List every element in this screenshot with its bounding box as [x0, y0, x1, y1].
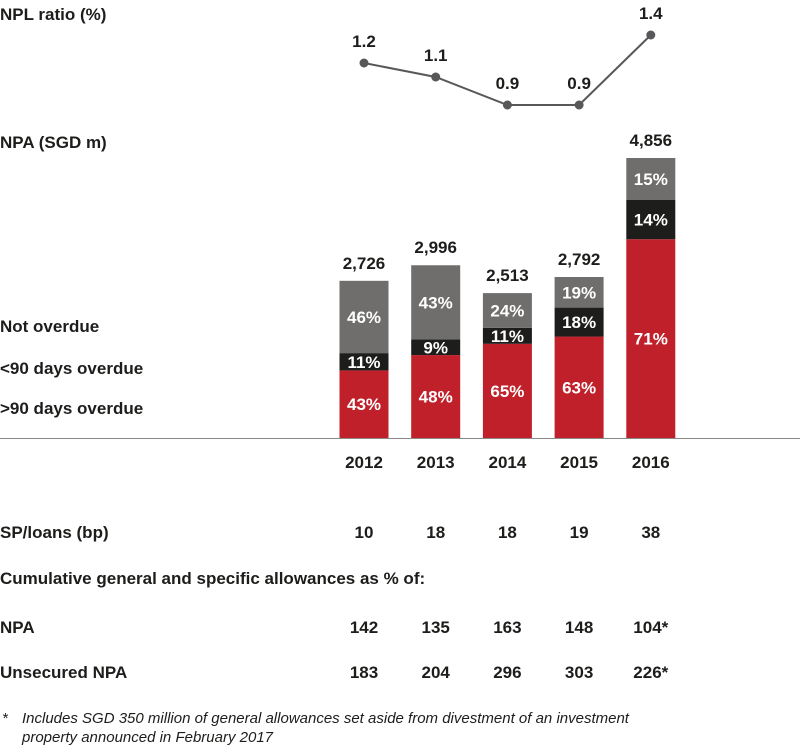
table-cell: 19: [570, 523, 589, 542]
bar-segment: [626, 158, 676, 200]
bar-segment-label: 43%: [347, 395, 381, 414]
npl-line: [363, 34, 652, 106]
npl-value-label: 0.9: [496, 74, 520, 93]
bar-segment-label: 11%: [347, 353, 380, 372]
x-tick-label: 2016: [632, 453, 670, 472]
x-tick-label: 2013: [417, 453, 455, 472]
npl-point: [646, 30, 656, 40]
bar-segment: [482, 343, 532, 438]
bar-total-label: 2,726: [343, 254, 386, 273]
table-cell: 183: [350, 663, 378, 682]
npa-title: NPA (SGD m): [0, 133, 107, 152]
table-cell: 163: [493, 618, 521, 637]
bar-total-label: 4,856: [630, 131, 673, 150]
footnote-line2: property announced in February 2017: [21, 729, 274, 746]
bar-total-label: 2,792: [558, 250, 601, 269]
bar-segment-label: 65%: [490, 382, 524, 401]
table-cell: 18: [426, 523, 445, 542]
bar-segment-label: 11%: [491, 327, 524, 346]
table-cell: 10: [355, 523, 374, 542]
bar-segment: [482, 327, 532, 344]
bar-segment: [411, 265, 461, 340]
bar-segment: [411, 355, 461, 438]
bar-segment: [626, 239, 676, 438]
bar-segment-label: 15%: [634, 170, 668, 189]
npl-point: [574, 100, 584, 110]
table-cell: 296: [493, 663, 521, 682]
footnote-marker: *: [2, 710, 9, 727]
table-cell: 104*: [633, 618, 668, 637]
table-cell: 148: [565, 618, 593, 637]
bar-segment-label: 71%: [634, 330, 668, 349]
bar-segment-label: 63%: [562, 378, 596, 397]
bar-segment-label: 43%: [419, 293, 453, 312]
bar-segment: [411, 339, 461, 356]
allowances-heading: Cumulative general and specific allowanc…: [0, 569, 425, 588]
x-tick-label: 2012: [345, 453, 383, 472]
table-cell: 135: [422, 618, 450, 637]
bar-segment: [554, 277, 604, 308]
bar-segment-label: 19%: [562, 283, 596, 302]
bar-segment: [626, 200, 676, 240]
bar-segment-label: 46%: [347, 308, 381, 327]
npl-value-label: 1.1: [424, 46, 448, 65]
bar-segment-label: 9%: [423, 338, 448, 357]
sp-loans-label: SP/loans (bp): [0, 523, 109, 542]
bar-segment: [339, 370, 389, 438]
npl-point: [431, 72, 441, 82]
table-cell: 18: [498, 523, 517, 542]
bar-segment: [482, 293, 532, 328]
legend-lt90: <90 days overdue: [0, 359, 143, 378]
npl-value-label: 1.2: [352, 32, 376, 51]
npa-row-label: NPA: [0, 618, 35, 637]
table-cell: 142: [350, 618, 378, 637]
table-cell: 38: [641, 523, 660, 542]
legend-gt90: >90 days overdue: [0, 399, 143, 418]
bar-total-label: 2,996: [414, 238, 457, 257]
x-tick-label: 2015: [560, 453, 598, 472]
bar-segment: [554, 336, 604, 438]
bar-segment: [554, 307, 604, 337]
bar-segment-label: 14%: [634, 211, 668, 230]
table-cell: 226*: [633, 663, 668, 682]
bar-segment: [339, 280, 389, 354]
npl-value-label: 1.4: [639, 4, 663, 23]
footnote-line1: Includes SGD 350 million of general allo…: [22, 710, 630, 727]
npl-point: [502, 100, 512, 110]
npl-value-label: 0.9: [567, 74, 591, 93]
legend-not-overdue: Not overdue: [0, 317, 99, 336]
x-tick-label: 2014: [488, 453, 526, 472]
npl-title: NPL ratio (%): [0, 5, 106, 24]
unsecured-row-label: Unsecured NPA: [0, 663, 127, 682]
table-cell: 204: [422, 663, 451, 682]
bar-segment-label: 24%: [490, 301, 524, 320]
table-cell: 303: [565, 663, 593, 682]
bar-segment-label: 48%: [419, 388, 453, 407]
bar-segment-label: 18%: [562, 313, 596, 332]
bar-segment: [339, 353, 389, 371]
bar-total-label: 2,513: [486, 266, 529, 285]
npl-point: [359, 58, 369, 68]
